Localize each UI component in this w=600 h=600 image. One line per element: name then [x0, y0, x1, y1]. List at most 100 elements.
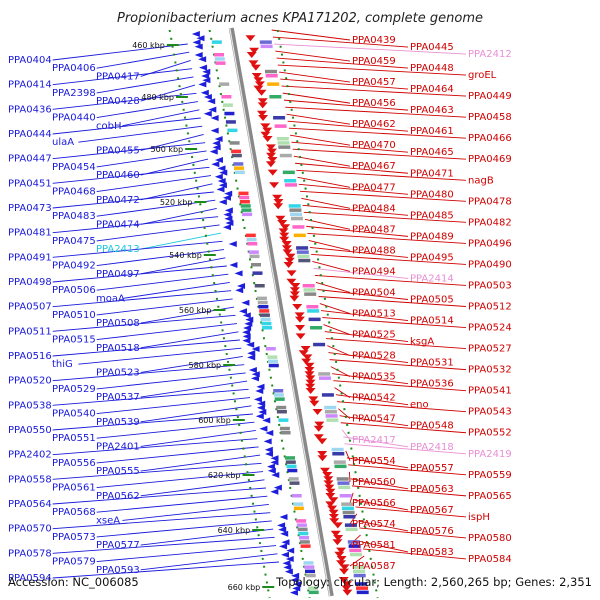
cog-block-left	[288, 477, 299, 481]
gene-label-right: PPA0536	[410, 379, 454, 390]
topology-text: Topology: circular; Length: 2,560,265 bp…	[275, 575, 592, 589]
cog-block-left	[285, 460, 296, 464]
forward-gene-mark	[256, 89, 267, 96]
reverse-gene-mark	[291, 572, 300, 579]
gene-label-left: PPA0551	[52, 433, 96, 444]
reverse-gene-mark	[242, 312, 251, 319]
cog-block-right	[338, 485, 351, 490]
leader-line-left	[140, 158, 209, 176]
gene-label-left: PPA0491	[8, 252, 52, 263]
leader-line-right	[303, 211, 467, 223]
leader-line-right	[298, 183, 409, 195]
cog-block-left	[289, 481, 300, 485]
forward-gene-mark	[305, 388, 316, 394]
leader-line-left	[52, 117, 201, 135]
forward-gene-mark	[302, 354, 313, 361]
leader-line-left	[96, 273, 229, 291]
reverse-gene-mark	[222, 224, 231, 231]
leader-line-right	[282, 92, 351, 104]
leader-line-left	[52, 339, 240, 357]
cog-block-right	[341, 502, 354, 506]
gene-label-left: PPA0417	[96, 71, 140, 82]
leader-line-left	[52, 512, 271, 530]
gene-features	[191, 31, 369, 596]
gene-label-right: PPA0567	[410, 505, 454, 516]
gene-label-left: PPA0523	[96, 367, 140, 378]
gene-label-left: moaA	[96, 293, 125, 304]
leader-line-right	[286, 113, 351, 125]
gene-label-left: PPA0518	[96, 343, 140, 354]
cog-block-left	[239, 195, 250, 200]
cog-block-right	[321, 393, 334, 397]
reverse-gene-mark	[212, 144, 221, 151]
reverse-gene-mark	[224, 190, 233, 197]
gene-label-left: PPA0564	[8, 499, 52, 510]
gene-label-right: PPA0528	[352, 351, 396, 362]
gene-label-right: PPA0581	[352, 540, 396, 551]
leader-line-left	[140, 454, 261, 472]
reverse-gene-mark	[207, 98, 216, 105]
forward-gene-mark	[251, 73, 262, 79]
gene-label-left: PPA0570	[8, 524, 52, 535]
leader-line-right	[361, 541, 409, 553]
leader-line-left	[52, 43, 188, 61]
forward-gene-mark	[285, 253, 296, 260]
gene-label-left: PPA2402	[8, 450, 52, 461]
forward-gene-mark	[339, 568, 350, 575]
forward-gene-mark	[300, 346, 311, 352]
gene-label-right: PPA0587	[352, 561, 396, 572]
reverse-gene-mark	[267, 467, 276, 474]
cog-block-right	[339, 494, 352, 498]
gene-label-right: PPA0552	[468, 428, 512, 439]
cog-block-left	[276, 410, 287, 414]
accession-text: Accession: NC_006085	[8, 575, 139, 589]
reverse-gene-mark	[229, 262, 238, 268]
leader-line-right	[333, 380, 467, 392]
gene-label-right: ispH	[468, 512, 490, 523]
cog-block-right	[307, 309, 320, 313]
cog-block-right	[345, 527, 358, 532]
cog-block-right	[276, 137, 289, 141]
gene-label-left: PPA0540	[52, 409, 96, 420]
gene-label-right: PPA0461	[410, 126, 454, 137]
cog-block-right	[274, 124, 287, 128]
leader-line-left	[52, 191, 214, 209]
leader-line-right	[285, 106, 467, 118]
cog-block-right	[290, 216, 303, 221]
leader-line-right	[309, 246, 409, 258]
gene-label-right: PPA0563	[410, 484, 454, 495]
cog-block-left	[258, 305, 269, 309]
leader-line-right	[339, 415, 409, 427]
cog-block-right	[278, 145, 291, 149]
cog-block-left	[279, 426, 290, 431]
leader-line-right	[362, 548, 467, 560]
cog-block-left	[259, 313, 270, 317]
leader-line-left	[96, 224, 220, 242]
gene-label-right: PPA0576	[410, 526, 454, 537]
gene-label-right: PPA2414	[410, 273, 454, 284]
forward-gene-mark	[339, 564, 350, 571]
gene-label-left: PPA0460	[96, 170, 140, 181]
cog-block-left	[251, 263, 261, 267]
gene-label-right: PPA0485	[410, 210, 454, 221]
gene-label-left: PPA0472	[96, 195, 140, 206]
gene-label-left: PPA0558	[8, 474, 52, 485]
gene-label-left: xseA	[96, 515, 120, 526]
tick-label: 480 kbp	[141, 93, 174, 102]
cog-block-right	[298, 258, 311, 263]
map-title: Propionibacterium acnes KPA171202, compl…	[117, 11, 483, 26]
gene-label-left: PPA0593	[96, 565, 140, 576]
cog-block-right	[356, 586, 368, 590]
reverse-gene-mark	[281, 551, 290, 558]
gene-label-right: PPA0462	[352, 119, 396, 130]
cog-block-left	[293, 502, 304, 506]
leader-line-left	[140, 528, 274, 546]
forward-gene-mark	[250, 64, 261, 71]
leader-line-left	[96, 101, 198, 119]
gene-label-left: PPA0481	[8, 228, 52, 239]
forward-gene-mark	[253, 77, 264, 84]
forward-gene-mark	[280, 224, 291, 231]
leader-line-right	[308, 239, 351, 251]
leader-line-left	[96, 520, 272, 538]
leader-line-right	[355, 506, 467, 518]
